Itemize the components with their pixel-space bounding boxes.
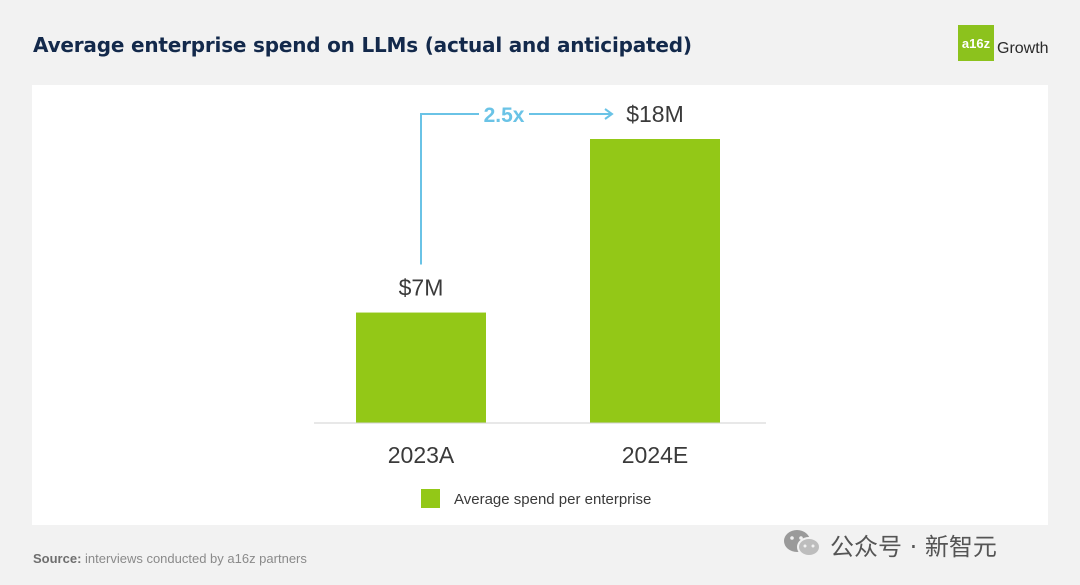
- chart-title: Average enterprise spend on LLMs (actual…: [33, 33, 692, 57]
- value-label: $7M: [399, 275, 444, 301]
- arrow-head: [604, 108, 614, 120]
- growth-connector: [420, 113, 479, 265]
- watermark: 公众号 · 新智元: [782, 524, 997, 564]
- watermark-text: 公众号 · 新智元: [830, 532, 997, 561]
- chart-panel: $7M 2023A $18M 2024E 2.5x Average spend per…: [32, 85, 1048, 525]
- x-tick-label: 2024E: [622, 442, 689, 468]
- source-text: interviews conducted by a16z partners: [85, 551, 307, 566]
- x-tick-label: 2023A: [388, 442, 455, 468]
- source-label: Source:: [33, 551, 82, 566]
- legend-swatch: [421, 489, 440, 508]
- wechat-icon: [784, 530, 821, 557]
- bar-chart: $7M 2023A $18M 2024E 2.5x Average spend per…: [314, 101, 766, 508]
- legend-label: Average spend per enterprise: [454, 491, 651, 508]
- brand-name: Growth: [997, 40, 1049, 57]
- bar-2023A: [356, 312, 486, 423]
- value-label: $18M: [626, 101, 684, 127]
- source-note: Source: interviews conducted by a16z par…: [33, 551, 307, 566]
- bar-2024E: [590, 139, 720, 423]
- growth-multiplier-label: 2.5x: [484, 104, 525, 127]
- brand-badge: a16z: [958, 25, 994, 61]
